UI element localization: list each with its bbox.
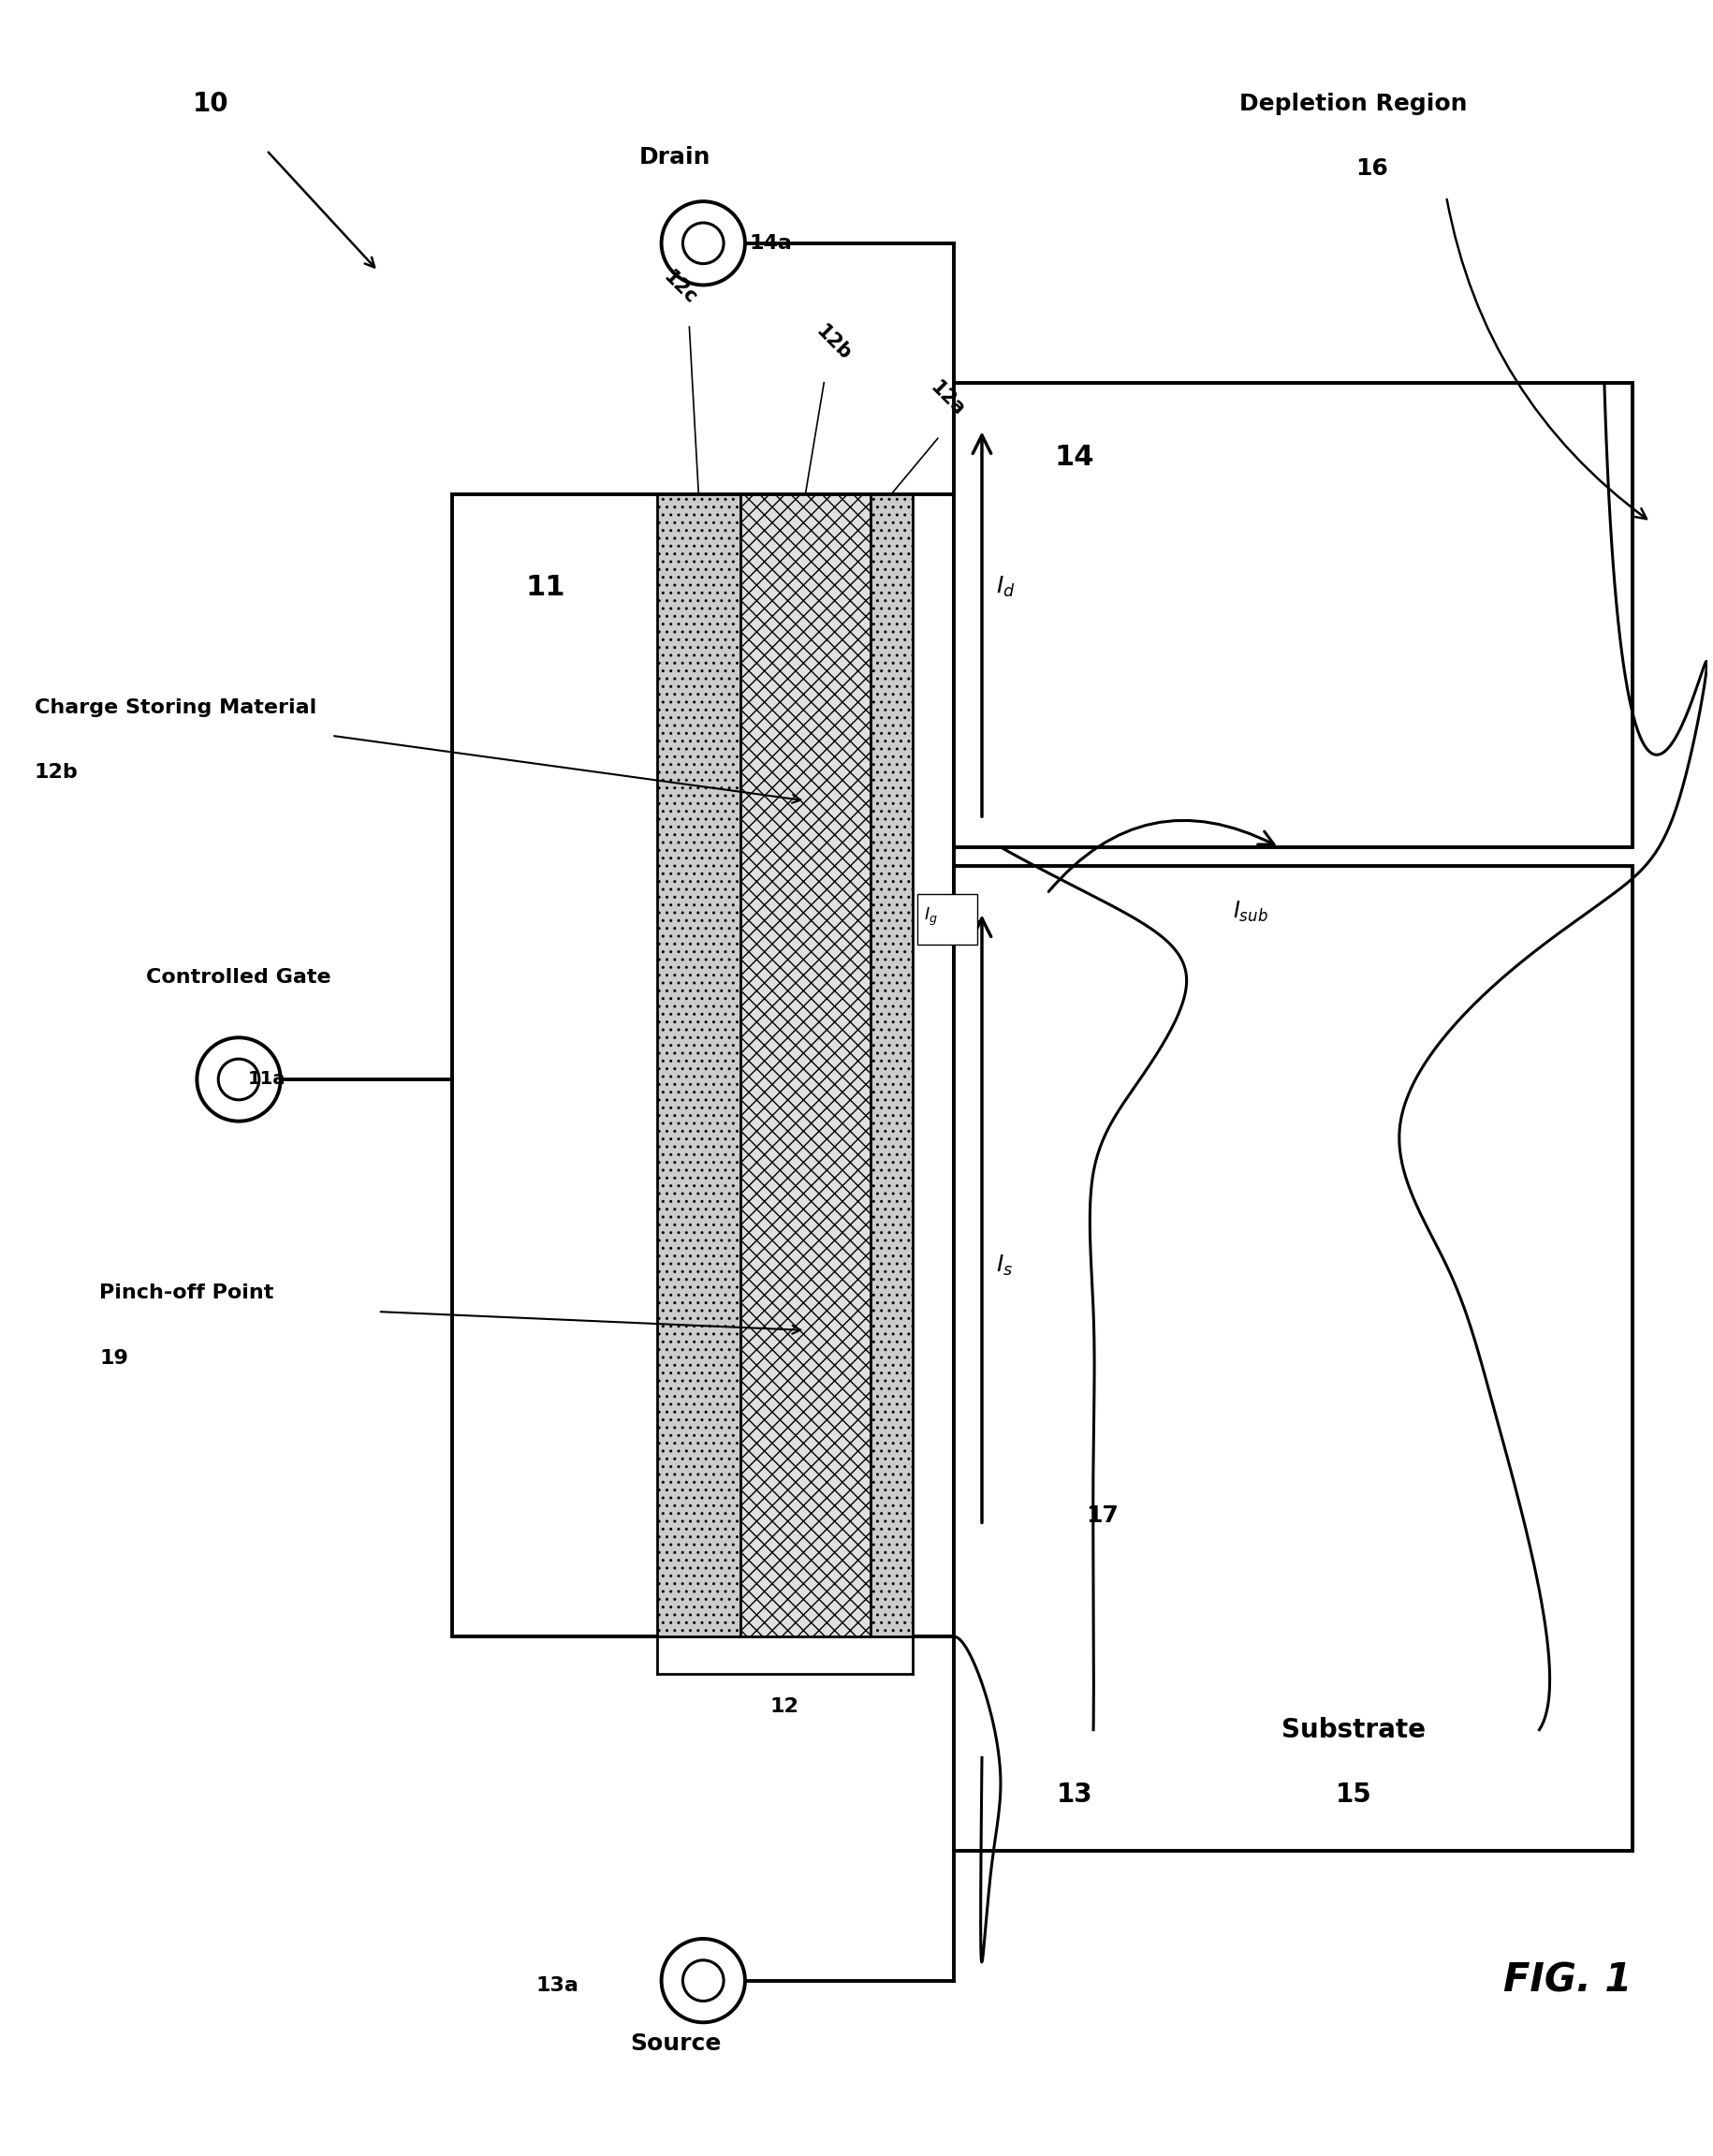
Bar — [916, 893, 976, 944]
Text: Pinch-off Point: Pinch-off Point — [99, 1283, 274, 1302]
Text: 14: 14 — [1053, 444, 1095, 470]
Text: 17: 17 — [1086, 1505, 1119, 1526]
Text: Charge Storing Material: Charge Storing Material — [34, 699, 317, 718]
Text: $I_d$: $I_d$ — [995, 576, 1014, 599]
Text: 11: 11 — [526, 573, 565, 602]
Text: FIG. 1: FIG. 1 — [1502, 1962, 1631, 2001]
Bar — [656, 494, 740, 1636]
Text: Controlled Gate: Controlled Gate — [146, 968, 331, 987]
Text: 12b: 12b — [34, 763, 79, 783]
Text: Substrate: Substrate — [1281, 1716, 1425, 1742]
Text: $I_s$: $I_s$ — [995, 1253, 1012, 1279]
Text: $I_g$: $I_g$ — [923, 906, 937, 927]
FancyArrowPatch shape — [1048, 821, 1273, 893]
Text: 19: 19 — [99, 1350, 128, 1367]
Text: 13: 13 — [1057, 1781, 1093, 1809]
Text: Drain: Drain — [639, 147, 711, 168]
Bar — [954, 382, 1631, 847]
Text: 15: 15 — [1334, 1781, 1370, 1809]
Bar — [740, 494, 870, 1636]
Bar — [870, 494, 911, 1636]
Bar — [452, 494, 954, 1636]
Text: 14a: 14a — [749, 233, 791, 252]
Text: 13a: 13a — [536, 1975, 579, 1994]
Bar — [954, 867, 1631, 1850]
Text: 12c: 12c — [660, 267, 701, 308]
Text: Source: Source — [629, 2033, 721, 2055]
Text: Depletion Region: Depletion Region — [1238, 93, 1466, 114]
Text: 10: 10 — [192, 91, 230, 116]
Text: 16: 16 — [1355, 157, 1388, 181]
Text: 11a: 11a — [248, 1072, 286, 1089]
Text: 12a: 12a — [925, 377, 968, 420]
Text: 12b: 12b — [812, 321, 855, 364]
Text: $I_{sub}$: $I_{sub}$ — [1232, 899, 1268, 925]
Text: 12: 12 — [769, 1697, 798, 1716]
